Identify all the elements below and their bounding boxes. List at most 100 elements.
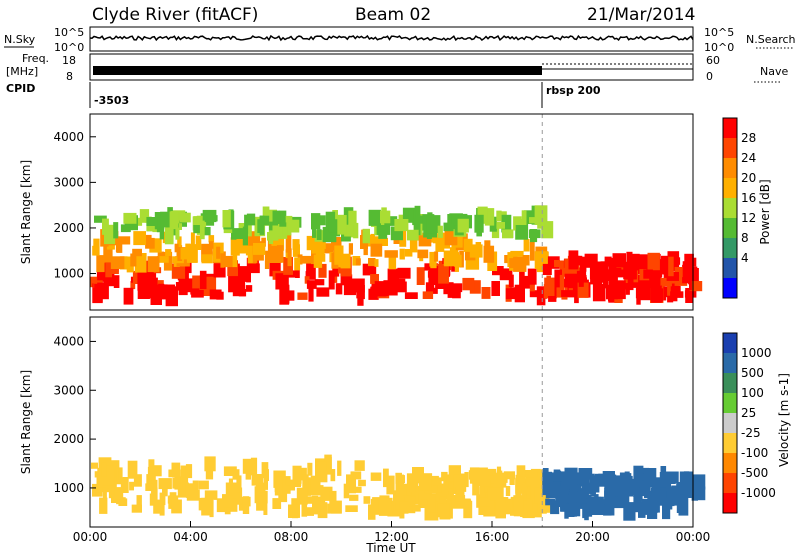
x-tick-label: 00:00	[73, 530, 108, 544]
heatmap-cell	[132, 270, 141, 284]
heatmap-cell	[165, 284, 175, 297]
heatmap-cell	[242, 496, 250, 514]
colorbar-tick-label: -25	[741, 426, 761, 440]
heatmap-cell	[501, 211, 507, 218]
heatmap-cell	[522, 255, 530, 266]
heatmap-cell	[555, 485, 564, 504]
heatmap-cell	[318, 263, 327, 278]
heatmap-cell	[308, 286, 314, 302]
heatmap-cell	[478, 506, 491, 515]
heatmap-cell	[634, 488, 646, 497]
heatmap-cell	[393, 494, 403, 503]
heatmap-cell	[343, 483, 350, 499]
colorbar-frame	[722, 117, 738, 299]
heatmap-cell	[285, 476, 291, 486]
heatmap-cell	[383, 468, 389, 488]
date-title: 21/Mar/2014	[587, 5, 695, 25]
freq-label-line2: [MHz]	[6, 65, 38, 78]
heatmap-cell	[529, 283, 535, 292]
heatmap-cell	[661, 255, 669, 274]
heatmap-cell	[123, 287, 134, 305]
heatmap-cell	[378, 497, 393, 516]
heatmap-cell	[345, 505, 358, 512]
heatmap-cell	[139, 209, 150, 223]
heatmap-cell	[554, 260, 560, 268]
heatmap-cell	[316, 287, 330, 297]
heatmap-cell	[502, 229, 513, 239]
heatmap-cell	[604, 481, 616, 500]
heatmap-cell	[116, 497, 126, 505]
heatmap-cell	[259, 215, 270, 226]
heatmap-cell	[524, 275, 531, 289]
heatmap-cell	[205, 461, 214, 480]
heatmap-cell	[474, 467, 488, 487]
heatmap-cell	[542, 468, 549, 485]
heatmap-cell	[127, 460, 138, 479]
colorbar-segment	[723, 198, 737, 219]
heatmap-cell	[116, 238, 123, 253]
heatmap-cell	[220, 255, 234, 268]
heatmap-cell	[409, 477, 416, 493]
heatmap-cell	[395, 472, 402, 484]
heatmap-cell	[636, 257, 642, 271]
heatmap-cell	[370, 274, 379, 284]
heatmap-cell	[479, 497, 491, 507]
heatmap-cell	[433, 251, 439, 262]
heatmap-cell	[123, 212, 137, 224]
beam-title: Beam 02	[355, 5, 431, 25]
heatmap-cell	[216, 291, 224, 300]
power-colorbar-label: Power [dB]	[758, 179, 772, 244]
heatmap-cell	[580, 490, 589, 499]
heatmap-cell	[683, 482, 694, 490]
heatmap-cell	[292, 465, 302, 484]
heatmap-cell	[612, 253, 626, 268]
heatmap-cell	[505, 288, 518, 300]
heatmap-cell	[660, 277, 672, 287]
heatmap-cell	[495, 503, 506, 519]
heatmap-cell	[355, 258, 361, 266]
heatmap-cell	[245, 238, 254, 256]
heatmap-cell	[131, 504, 142, 513]
heatmap-cell	[644, 490, 657, 498]
heatmap-cell	[669, 486, 679, 506]
heatmap-cell	[110, 256, 125, 269]
heatmap-cell	[496, 222, 505, 229]
heatmap-cell	[306, 235, 315, 251]
heatmap-cell	[150, 286, 162, 305]
heatmap-cell	[178, 276, 188, 296]
heatmap-cell	[258, 496, 263, 509]
heatmap-cell	[230, 237, 240, 256]
heatmap-cell	[383, 280, 389, 296]
y-tick-label: 1000	[53, 481, 84, 495]
heatmap-cell	[353, 222, 359, 239]
heatmap-cell	[624, 471, 630, 480]
heatmap-cell	[554, 276, 563, 288]
heatmap-cell	[368, 258, 376, 267]
heatmap-cell	[255, 482, 266, 499]
velocity-colorbar: 1000 500 100 25 -25 -100 -500 -1000	[722, 332, 776, 514]
heatmap-cell	[454, 254, 462, 267]
heatmap-cell	[156, 256, 169, 263]
heatmap-cell	[113, 222, 119, 239]
heatmap-cell	[264, 250, 270, 269]
heatmap-cell	[416, 267, 425, 285]
heatmap-cell	[537, 502, 552, 513]
heatmap-cell	[225, 482, 237, 499]
heatmap-cell	[550, 503, 560, 515]
heatmap-cell	[399, 501, 409, 514]
heatmap-cell	[617, 280, 626, 300]
heatmap-cell	[311, 213, 321, 230]
heatmap-cell	[238, 500, 245, 511]
colorbar-tick-label: 20	[741, 171, 756, 185]
heatmap-cell	[158, 478, 172, 490]
heatmap-cell	[548, 478, 562, 486]
heatmap-cell	[437, 503, 450, 518]
heatmap-cell	[272, 225, 283, 237]
heatmap-cell	[684, 290, 697, 298]
heatmap-cell	[433, 233, 441, 244]
colorbar-segment	[723, 158, 737, 179]
heatmap-cell	[171, 462, 181, 476]
heatmap-cell	[635, 473, 647, 480]
heatmap-cell	[99, 497, 108, 514]
heatmap-cell	[334, 245, 344, 265]
